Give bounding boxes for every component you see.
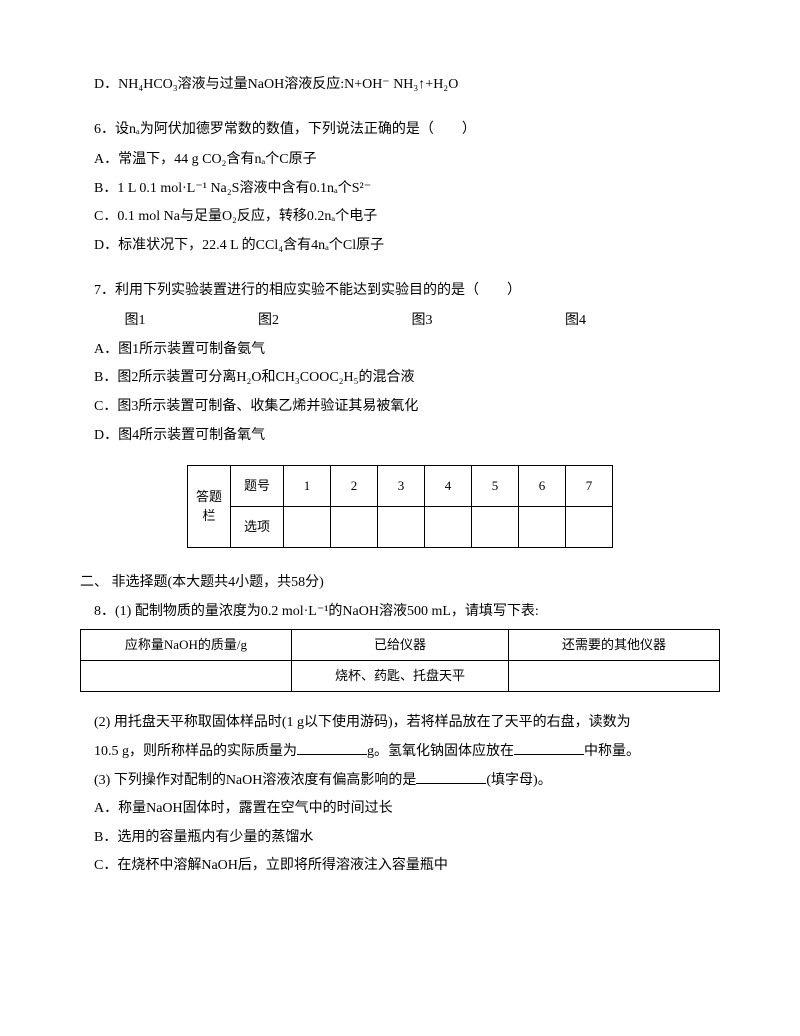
answer-cell-1[interactable] xyxy=(284,507,331,548)
q8-blank-letter[interactable] xyxy=(416,769,486,784)
answer-cell-3[interactable] xyxy=(378,507,425,548)
q6-option-d: D．标准状况下，22.4 L 的CCl₄含有4nₐ个Cl原子 xyxy=(80,233,720,260)
q8-table-h1: 应称量NaOH的质量/g xyxy=(81,630,292,661)
q7-fig3-label: 图3 xyxy=(347,308,497,335)
q5-option-d: D．NH₄HCO₃溶液与过量NaOH溶液反应:N+OH⁻ NH₃↑+H₂O xyxy=(80,72,720,99)
q8-option-c: C．在烧杯中溶解NaOH后，立即将所得溶液注入容量瓶中 xyxy=(80,853,720,880)
answer-table-col-1: 1 xyxy=(284,466,331,507)
q8-table-r2c3[interactable] xyxy=(509,661,720,692)
q8-p3a: (3) 下列操作对配制的NaOH溶液浓度有偏高影响的是 xyxy=(94,773,416,788)
q7-option-b: B．图2所示装置可分离H₂O和CH₃COOC₂H₅的混合液 xyxy=(80,365,720,392)
section-2-heading: 二、 非选择题(本大题共4小题，共58分) xyxy=(80,570,720,597)
q8-p2-line2: 10.5 g，则所称样品的实际质量为 g。氢氧化钠固体应放在 中称量。 xyxy=(80,739,720,766)
answer-table-col-2: 2 xyxy=(331,466,378,507)
q8-p2c: g。氢氧化钠固体应放在 xyxy=(367,744,514,759)
answer-cell-5[interactable] xyxy=(472,507,519,548)
answer-table-col-3: 3 xyxy=(378,466,425,507)
q7-option-a: A．图1所示装置可制备氨气 xyxy=(80,337,720,364)
answer-table-col-4: 4 xyxy=(425,466,472,507)
q7-figure-labels: 图1 图2 图3 图4 xyxy=(80,308,720,335)
q8-p1: 8．(1) 配制物质的量浓度为0.2 mol·L⁻¹的NaOH溶液500 mL，… xyxy=(80,599,720,626)
q8-blank-mass[interactable] xyxy=(297,740,367,755)
q7-option-c: C．图3所示装置可制备、收集乙烯并验证其易被氧化 xyxy=(80,394,720,421)
q7-fig2-label: 图2 xyxy=(194,308,344,335)
answer-table: 答题栏 题号 1 2 3 4 5 6 7 选项 xyxy=(187,465,613,548)
q7-fig1-label: 图1 xyxy=(80,308,190,335)
q7-fig4-label: 图4 xyxy=(501,308,651,335)
answer-cell-2[interactable] xyxy=(331,507,378,548)
answer-cell-7[interactable] xyxy=(566,507,613,548)
q7-option-d: D．图4所示装置可制备氧气 xyxy=(80,423,720,450)
answer-table-side: 答题栏 xyxy=(188,466,231,548)
q8-table-r2c1[interactable] xyxy=(81,661,292,692)
q8-p2d: 中称量。 xyxy=(584,744,640,759)
q8-p2b: 10.5 g，则所称样品的实际质量为 xyxy=(94,744,297,759)
q6-option-a: A．常温下，44 g CO₂含有nₐ个C原子 xyxy=(80,147,720,174)
q8-option-b: B．选用的容量瓶内有少量的蒸馏水 xyxy=(80,825,720,852)
q8-option-a: A．称量NaOH固体时，露置在空气中的时间过长 xyxy=(80,796,720,823)
q8-p2-line1: (2) 用托盘天平称取固体样品时(1 g以下使用游码)，若将样品放在了天平的右盘… xyxy=(80,710,720,737)
q8-table-h2: 已给仪器 xyxy=(291,630,508,661)
q8-p3b: (填字母)。 xyxy=(486,773,551,788)
answer-table-col-6: 6 xyxy=(519,466,566,507)
q8-table-h3: 还需要的其他仪器 xyxy=(509,630,720,661)
answer-table-row2-label: 选项 xyxy=(231,507,284,548)
q8-table-r2c2: 烧杯、药匙、托盘天平 xyxy=(291,661,508,692)
q8-p3: (3) 下列操作对配制的NaOH溶液浓度有偏高影响的是 (填字母)。 xyxy=(80,768,720,795)
answer-table-col-7: 7 xyxy=(566,466,613,507)
answer-cell-4[interactable] xyxy=(425,507,472,548)
q6-option-c: C．0.1 mol Na与足量O₂反应，转移0.2nₐ个电子 xyxy=(80,204,720,231)
answer-table-row1-label: 题号 xyxy=(231,466,284,507)
q8-instrument-table: 应称量NaOH的质量/g 已给仪器 还需要的其他仪器 烧杯、药匙、托盘天平 xyxy=(80,629,720,692)
answer-table-col-5: 5 xyxy=(472,466,519,507)
answer-cell-6[interactable] xyxy=(519,507,566,548)
q7-stem: 7．利用下列实验装置进行的相应实验不能达到实验目的的是（ ） xyxy=(80,278,720,305)
q8-blank-container[interactable] xyxy=(514,740,584,755)
q6-stem: 6．设nₐ为阿伏加德罗常数的数值，下列说法正确的是（ ） xyxy=(80,117,720,144)
q6-option-b: B．1 L 0.1 mol·L⁻¹ Na₂S溶液中含有0.1nₐ个S²⁻ xyxy=(80,176,720,203)
